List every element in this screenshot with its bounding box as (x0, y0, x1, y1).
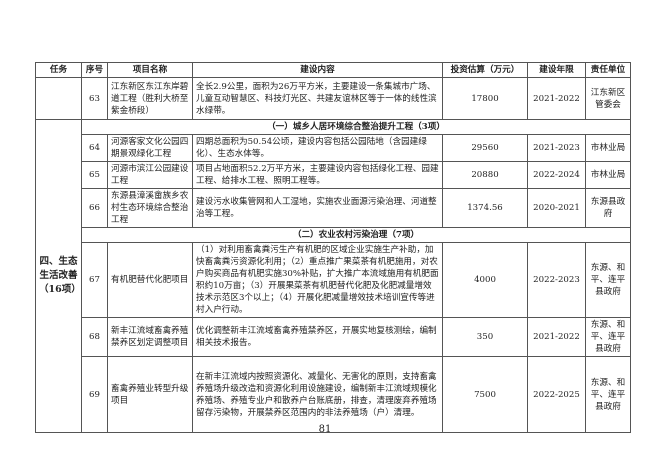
row-invest: 1374.56 (442, 188, 528, 228)
table-row: 66 东源县漳溪畲族乡农村生态环境综合整治工程 建设污水收集管网和人工湿地，实施… (36, 188, 631, 228)
row-content: 全长2.9公里，面积为26万平方米，主要建设一条集城市广场、儿童互动智慧区、科技… (192, 77, 443, 120)
row-invest: 7500 (442, 356, 528, 433)
row-years: 2021-2023 (527, 134, 586, 162)
row-no: 67 (81, 242, 108, 318)
row-unit: 东源、和平、连平县政府 (585, 356, 631, 433)
row-unit: 东源县政府 (585, 188, 631, 228)
row-no: 63 (81, 77, 108, 120)
header-task: 任务 (35, 62, 82, 78)
row-content: 项目占地面积52.2万平方米，主要建设内容包括绿化工程、园建工程、给排水工程、照… (192, 161, 443, 189)
row-no: 66 (81, 188, 108, 228)
row-content: 优化调整新丰江流域畜禽养殖禁养区，开展实地复核测绘，编制相关技术报告。 (192, 317, 443, 357)
section-row: （二）农业农村污染治理（7项） (36, 227, 631, 243)
project-table: 任务 序号 项目名称 建设内容 投资估算（万元） 建设年限 责任单位 63 江东… (35, 62, 631, 433)
table-row: 63 江东新区东江东岸碧道工程（胜利大桥至紫金桥段） 全长2.9公里，面积为26… (35, 77, 631, 120)
table-row: 65 河源市滨江公园建设工程 项目占地面积52.2万平方米，主要建设内容包括绿化… (36, 161, 631, 189)
row-no: 68 (81, 317, 108, 357)
header-unit: 责任单位 (585, 62, 631, 78)
row-name: 新丰江流域畜禽养殖禁养区划定调整项目 (107, 317, 193, 357)
header-no: 序号 (81, 62, 108, 78)
row-years: 2022-2025 (527, 356, 586, 433)
row-no: 64 (81, 134, 108, 162)
section-row: 四、生态生活改善（16项） （一）城乡人居环境综合整治提升工程（3项） (35, 119, 631, 433)
row-invest: 350 (442, 317, 528, 357)
row-invest: 29560 (442, 134, 528, 162)
row-content: （1）对利用畜禽粪污生产有机肥的区域企业实施生产补助，加快畜禽粪污资源化利用；（… (192, 242, 443, 318)
row-name: 河源客家文化公园四期景观绿化工程 (107, 134, 193, 162)
header-content: 建设内容 (192, 62, 443, 78)
row-invest: 20880 (442, 161, 528, 189)
section-title: （二）农业农村污染治理（7项） (81, 227, 631, 243)
row-invest: 17800 (442, 77, 528, 120)
table-row: 64 河源客家文化公园四期景观绿化工程 四期总面积为50.54公顷，建设内容包括… (36, 134, 631, 162)
row-content: 四期总面积为50.54公顷，建设内容包括公园陆地（含园建绿化）、生态水体等。 (192, 134, 443, 162)
row-content: 建设污水收集管网和人工湿地，实施农业面源污染治理、河道整治等工程。 (192, 188, 443, 228)
task-cell: 四、生态生活改善（16项） (35, 119, 82, 433)
row-name: 东源县漳溪畲族乡农村生态环境综合整治工程 (107, 188, 193, 228)
table-row: 67 有机肥替代化肥项目 （1）对利用畜禽粪污生产有机肥的区域企业实施生产补助，… (36, 242, 631, 318)
row-name: 河源市滨江公园建设工程 (107, 161, 193, 189)
table-row: 69 畜禽养殖业转型升级项目 在新丰江流域内按照资源化、减量化、无害化的原则，支… (36, 356, 631, 433)
header-name: 项目名称 (107, 62, 193, 78)
row-years: 2022-2024 (527, 161, 586, 189)
header-row: 任务 序号 项目名称 建设内容 投资估算（万元） 建设年限 责任单位 (35, 62, 631, 78)
row-name: 江东新区东江东岸碧道工程（胜利大桥至紫金桥段） (107, 77, 193, 120)
page-number: 81 (318, 424, 332, 435)
row-content: 在新丰江流域内按照资源化、减量化、无害化的原则，支持畜禽养殖场升级改造和资源化利… (192, 356, 443, 433)
row-name: 畜禽养殖业转型升级项目 (107, 356, 193, 433)
row-years: 2022-2023 (527, 242, 586, 318)
section-title: （一）城乡人居环境综合整治提升工程（3项） (81, 119, 631, 135)
row-years: 2021-2022 (527, 77, 586, 120)
row-unit: 东源、和平、连平县政府 (585, 317, 631, 357)
header-invest: 投资估算（万元） (442, 62, 528, 78)
row-unit: 东源、和平、连平县政府 (585, 242, 631, 318)
row-years: 2021-2022 (527, 317, 586, 357)
row-no: 65 (81, 161, 108, 189)
row-unit: 市林业局 (585, 134, 631, 162)
row-no: 69 (81, 356, 108, 433)
row-name: 有机肥替代化肥项目 (107, 242, 193, 318)
row-unit: 市林业局 (585, 161, 631, 189)
row-invest: 4000 (442, 242, 528, 318)
table-row: 68 新丰江流域畜禽养殖禁养区划定调整项目 优化调整新丰江流域畜禽养殖禁养区，开… (36, 317, 631, 357)
row-years: 2020-2021 (527, 188, 586, 228)
header-years: 建设年限 (527, 62, 586, 78)
row-unit: 江东新区管委会 (585, 77, 631, 120)
